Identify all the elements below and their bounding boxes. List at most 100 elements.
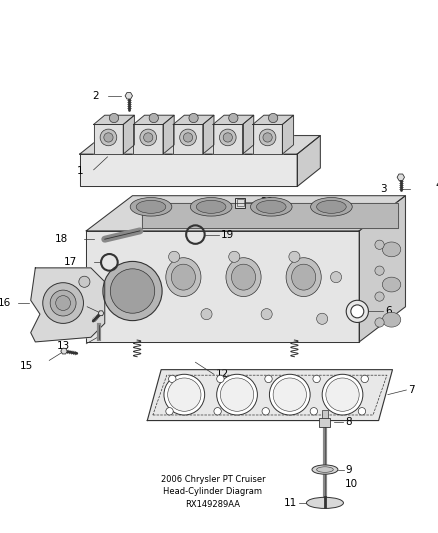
Circle shape xyxy=(229,251,240,262)
Circle shape xyxy=(346,300,368,322)
Polygon shape xyxy=(98,311,104,316)
Circle shape xyxy=(262,408,269,415)
Polygon shape xyxy=(397,174,405,181)
Circle shape xyxy=(375,266,384,275)
Ellipse shape xyxy=(307,497,343,508)
Ellipse shape xyxy=(171,264,195,290)
Polygon shape xyxy=(31,268,105,342)
Circle shape xyxy=(229,114,238,123)
Ellipse shape xyxy=(251,198,292,216)
Ellipse shape xyxy=(317,467,333,472)
Text: 18: 18 xyxy=(54,234,68,244)
Circle shape xyxy=(263,133,272,142)
Polygon shape xyxy=(359,196,406,342)
Polygon shape xyxy=(422,176,430,182)
Circle shape xyxy=(310,408,318,415)
Text: 15: 15 xyxy=(19,361,32,371)
Ellipse shape xyxy=(317,200,346,213)
Circle shape xyxy=(104,133,113,142)
Text: 1: 1 xyxy=(77,166,84,176)
Circle shape xyxy=(168,378,201,411)
Circle shape xyxy=(110,269,155,313)
Ellipse shape xyxy=(191,198,232,216)
Text: 12: 12 xyxy=(216,369,229,379)
Bar xyxy=(322,410,328,418)
Text: 6: 6 xyxy=(385,306,392,317)
Circle shape xyxy=(289,251,300,262)
Text: 14: 14 xyxy=(57,300,71,310)
Ellipse shape xyxy=(286,258,321,296)
Circle shape xyxy=(189,114,198,123)
Polygon shape xyxy=(283,115,293,154)
Text: 8: 8 xyxy=(345,417,352,427)
Circle shape xyxy=(169,375,176,383)
Polygon shape xyxy=(125,93,133,99)
Circle shape xyxy=(50,290,76,316)
Polygon shape xyxy=(147,370,392,421)
Circle shape xyxy=(269,374,310,415)
Circle shape xyxy=(351,305,364,318)
Circle shape xyxy=(201,309,212,320)
Text: 20: 20 xyxy=(260,197,273,207)
Ellipse shape xyxy=(232,264,255,290)
Circle shape xyxy=(326,378,359,411)
Circle shape xyxy=(375,292,384,301)
Circle shape xyxy=(223,133,233,142)
Polygon shape xyxy=(163,115,174,154)
Polygon shape xyxy=(86,196,406,231)
Polygon shape xyxy=(297,135,320,187)
Circle shape xyxy=(100,129,117,146)
Circle shape xyxy=(169,251,180,262)
Circle shape xyxy=(43,282,84,324)
Polygon shape xyxy=(173,125,203,154)
Polygon shape xyxy=(173,115,214,125)
Circle shape xyxy=(110,114,119,123)
Bar xyxy=(235,198,245,208)
Ellipse shape xyxy=(292,264,316,290)
Ellipse shape xyxy=(166,258,201,296)
Circle shape xyxy=(149,114,159,123)
Circle shape xyxy=(217,375,224,383)
Ellipse shape xyxy=(312,465,338,474)
Ellipse shape xyxy=(257,200,286,213)
Circle shape xyxy=(361,375,368,383)
Circle shape xyxy=(268,114,278,123)
Polygon shape xyxy=(80,135,320,154)
Polygon shape xyxy=(213,125,243,154)
Circle shape xyxy=(259,129,276,146)
Circle shape xyxy=(164,374,205,415)
Circle shape xyxy=(56,296,71,310)
Polygon shape xyxy=(94,125,123,154)
Polygon shape xyxy=(86,231,359,342)
Ellipse shape xyxy=(382,242,401,257)
Circle shape xyxy=(140,129,156,146)
Polygon shape xyxy=(243,115,254,154)
Ellipse shape xyxy=(226,258,261,296)
Polygon shape xyxy=(80,154,297,187)
Bar xyxy=(237,199,244,206)
Circle shape xyxy=(144,133,153,142)
Bar xyxy=(319,418,331,427)
Circle shape xyxy=(219,129,236,146)
Text: 10: 10 xyxy=(345,479,358,489)
Circle shape xyxy=(375,318,384,327)
Circle shape xyxy=(184,133,193,142)
Polygon shape xyxy=(123,115,134,154)
Circle shape xyxy=(214,408,221,415)
Circle shape xyxy=(273,378,307,411)
Text: 7: 7 xyxy=(408,385,415,395)
Ellipse shape xyxy=(130,198,172,216)
Text: 9: 9 xyxy=(345,465,352,474)
Polygon shape xyxy=(61,349,67,354)
Circle shape xyxy=(220,378,254,411)
Text: 19: 19 xyxy=(220,230,233,239)
Text: 2: 2 xyxy=(92,91,99,101)
Circle shape xyxy=(358,408,366,415)
Circle shape xyxy=(317,313,328,324)
Polygon shape xyxy=(94,115,134,125)
Circle shape xyxy=(331,272,342,282)
Circle shape xyxy=(322,374,363,415)
Ellipse shape xyxy=(136,200,166,213)
Polygon shape xyxy=(253,115,293,125)
Ellipse shape xyxy=(382,312,401,327)
